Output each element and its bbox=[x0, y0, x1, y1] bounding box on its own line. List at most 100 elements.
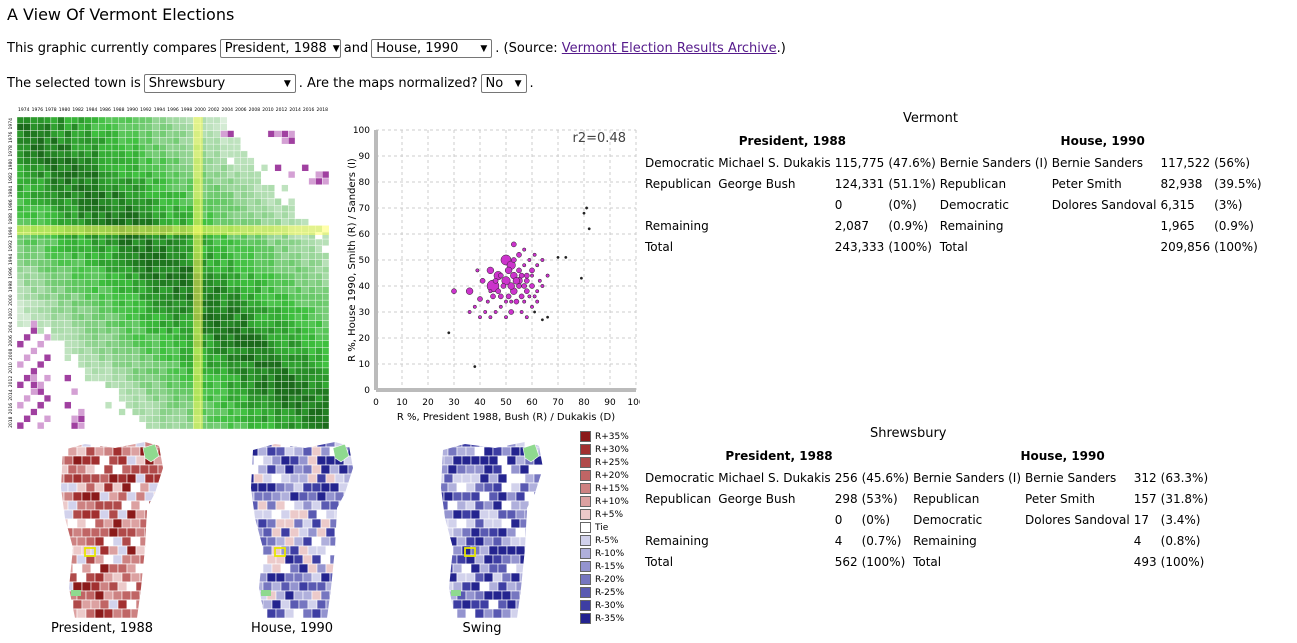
matrix-cell[interactable] bbox=[172, 333, 180, 342]
matrix-cell[interactable] bbox=[227, 279, 235, 287]
matrix-cell[interactable] bbox=[16, 354, 24, 362]
matrix-cell[interactable] bbox=[274, 130, 282, 138]
town-region[interactable] bbox=[72, 473, 83, 484]
matrix-cell[interactable] bbox=[23, 415, 31, 423]
matrix-cell[interactable] bbox=[111, 286, 119, 294]
matrix-cell[interactable] bbox=[50, 143, 58, 152]
matrix-cell[interactable] bbox=[138, 381, 147, 389]
matrix-cell[interactable] bbox=[16, 177, 24, 186]
matrix-cell[interactable] bbox=[111, 320, 119, 328]
matrix-cell[interactable] bbox=[16, 286, 24, 294]
town-region[interactable] bbox=[139, 572, 150, 583]
matrix-cell[interactable] bbox=[322, 150, 330, 158]
matrix-cell[interactable] bbox=[186, 422, 194, 430]
matrix-cell[interactable] bbox=[288, 327, 296, 335]
town-region[interactable] bbox=[117, 455, 128, 466]
matrix-cell[interactable] bbox=[16, 266, 24, 274]
matrix-cell[interactable] bbox=[267, 286, 275, 294]
scatter-point[interactable] bbox=[522, 299, 527, 304]
matrix-cell[interactable] bbox=[125, 320, 133, 328]
matrix-cell[interactable] bbox=[64, 198, 72, 206]
matrix-cell[interactable] bbox=[247, 279, 255, 287]
town-region[interactable] bbox=[72, 599, 83, 610]
matrix-cell[interactable] bbox=[64, 367, 72, 375]
matrix-cell[interactable] bbox=[206, 388, 214, 396]
scatter-point[interactable] bbox=[495, 288, 501, 294]
town-region[interactable] bbox=[162, 545, 165, 556]
matrix-cell[interactable] bbox=[145, 286, 153, 294]
matrix-cell[interactable] bbox=[315, 415, 323, 423]
matrix-cell[interactable] bbox=[301, 286, 309, 294]
town-region[interactable] bbox=[157, 590, 165, 601]
matrix-cell[interactable] bbox=[213, 333, 221, 342]
matrix-cell[interactable] bbox=[220, 143, 228, 152]
town-region[interactable] bbox=[266, 572, 277, 583]
matrix-cell[interactable] bbox=[186, 266, 194, 274]
town-region[interactable] bbox=[533, 545, 543, 556]
matrix-cell[interactable] bbox=[260, 354, 269, 362]
town-region[interactable] bbox=[352, 455, 355, 466]
town-region[interactable] bbox=[55, 563, 65, 574]
matrix-cell[interactable] bbox=[308, 143, 316, 152]
matrix-cell[interactable] bbox=[64, 299, 72, 308]
matrix-cell[interactable] bbox=[213, 327, 221, 335]
town-region[interactable] bbox=[284, 590, 295, 601]
matrix-cell[interactable] bbox=[274, 360, 282, 369]
matrix-cell[interactable] bbox=[145, 123, 153, 131]
matrix-cell[interactable] bbox=[152, 157, 160, 165]
matrix-cell[interactable] bbox=[240, 177, 248, 186]
town-region[interactable] bbox=[524, 545, 535, 556]
matrix-cell[interactable] bbox=[30, 245, 38, 253]
town-region[interactable] bbox=[249, 536, 259, 547]
matrix-cell[interactable] bbox=[118, 143, 126, 152]
matrix-cell[interactable] bbox=[30, 259, 38, 267]
matrix-cell[interactable] bbox=[111, 116, 119, 124]
matrix-cell[interactable] bbox=[288, 211, 296, 219]
matrix-cell[interactable] bbox=[159, 327, 167, 335]
matrix-cell[interactable] bbox=[16, 204, 24, 213]
matrix-cell[interactable] bbox=[227, 286, 235, 294]
matrix-cell[interactable] bbox=[132, 320, 140, 328]
town-region[interactable] bbox=[542, 491, 545, 502]
matrix-cell[interactable] bbox=[57, 327, 65, 335]
matrix-cell[interactable] bbox=[138, 259, 147, 267]
matrix-cell[interactable] bbox=[220, 327, 228, 335]
matrix-cell[interactable] bbox=[43, 218, 52, 226]
matrix-cell[interactable] bbox=[315, 306, 323, 314]
town-region[interactable] bbox=[253, 509, 264, 520]
town-region[interactable] bbox=[271, 491, 282, 502]
town-region[interactable] bbox=[542, 455, 545, 466]
matrix-cell[interactable] bbox=[152, 272, 160, 280]
matrix-cell[interactable] bbox=[50, 367, 58, 375]
matrix-cell[interactable] bbox=[64, 245, 72, 253]
matrix-cell[interactable] bbox=[118, 313, 126, 321]
matrix-cell[interactable] bbox=[118, 198, 126, 206]
matrix-cell[interactable] bbox=[254, 245, 262, 253]
matrix-cell[interactable] bbox=[274, 259, 282, 267]
matrix-cell[interactable] bbox=[71, 245, 79, 253]
matrix-cell[interactable] bbox=[315, 164, 323, 172]
town-region[interactable] bbox=[461, 563, 472, 574]
matrix-cell[interactable] bbox=[288, 177, 296, 186]
matrix-cell[interactable] bbox=[111, 123, 119, 131]
matrix-cell[interactable] bbox=[64, 191, 72, 199]
matrix-cell[interactable] bbox=[301, 360, 309, 369]
town-region[interactable] bbox=[329, 554, 340, 565]
town-region[interactable] bbox=[483, 500, 494, 511]
town-region[interactable] bbox=[76, 572, 87, 583]
matrix-cell[interactable] bbox=[166, 374, 174, 382]
matrix-cell[interactable] bbox=[57, 286, 65, 294]
matrix-cell[interactable] bbox=[118, 299, 126, 308]
matrix-cell[interactable] bbox=[16, 130, 24, 138]
matrix-cell[interactable] bbox=[260, 286, 269, 294]
matrix-cell[interactable] bbox=[227, 394, 235, 403]
matrix-cell[interactable] bbox=[301, 204, 309, 213]
matrix-cell[interactable] bbox=[64, 354, 72, 362]
town-region[interactable] bbox=[55, 527, 65, 538]
matrix-cell[interactable] bbox=[308, 198, 316, 206]
matrix-cell[interactable] bbox=[104, 198, 113, 206]
matrix-cell[interactable] bbox=[71, 388, 79, 396]
matrix-cell[interactable] bbox=[315, 177, 323, 186]
town-region[interactable] bbox=[439, 572, 449, 583]
town-region[interactable] bbox=[528, 518, 539, 529]
